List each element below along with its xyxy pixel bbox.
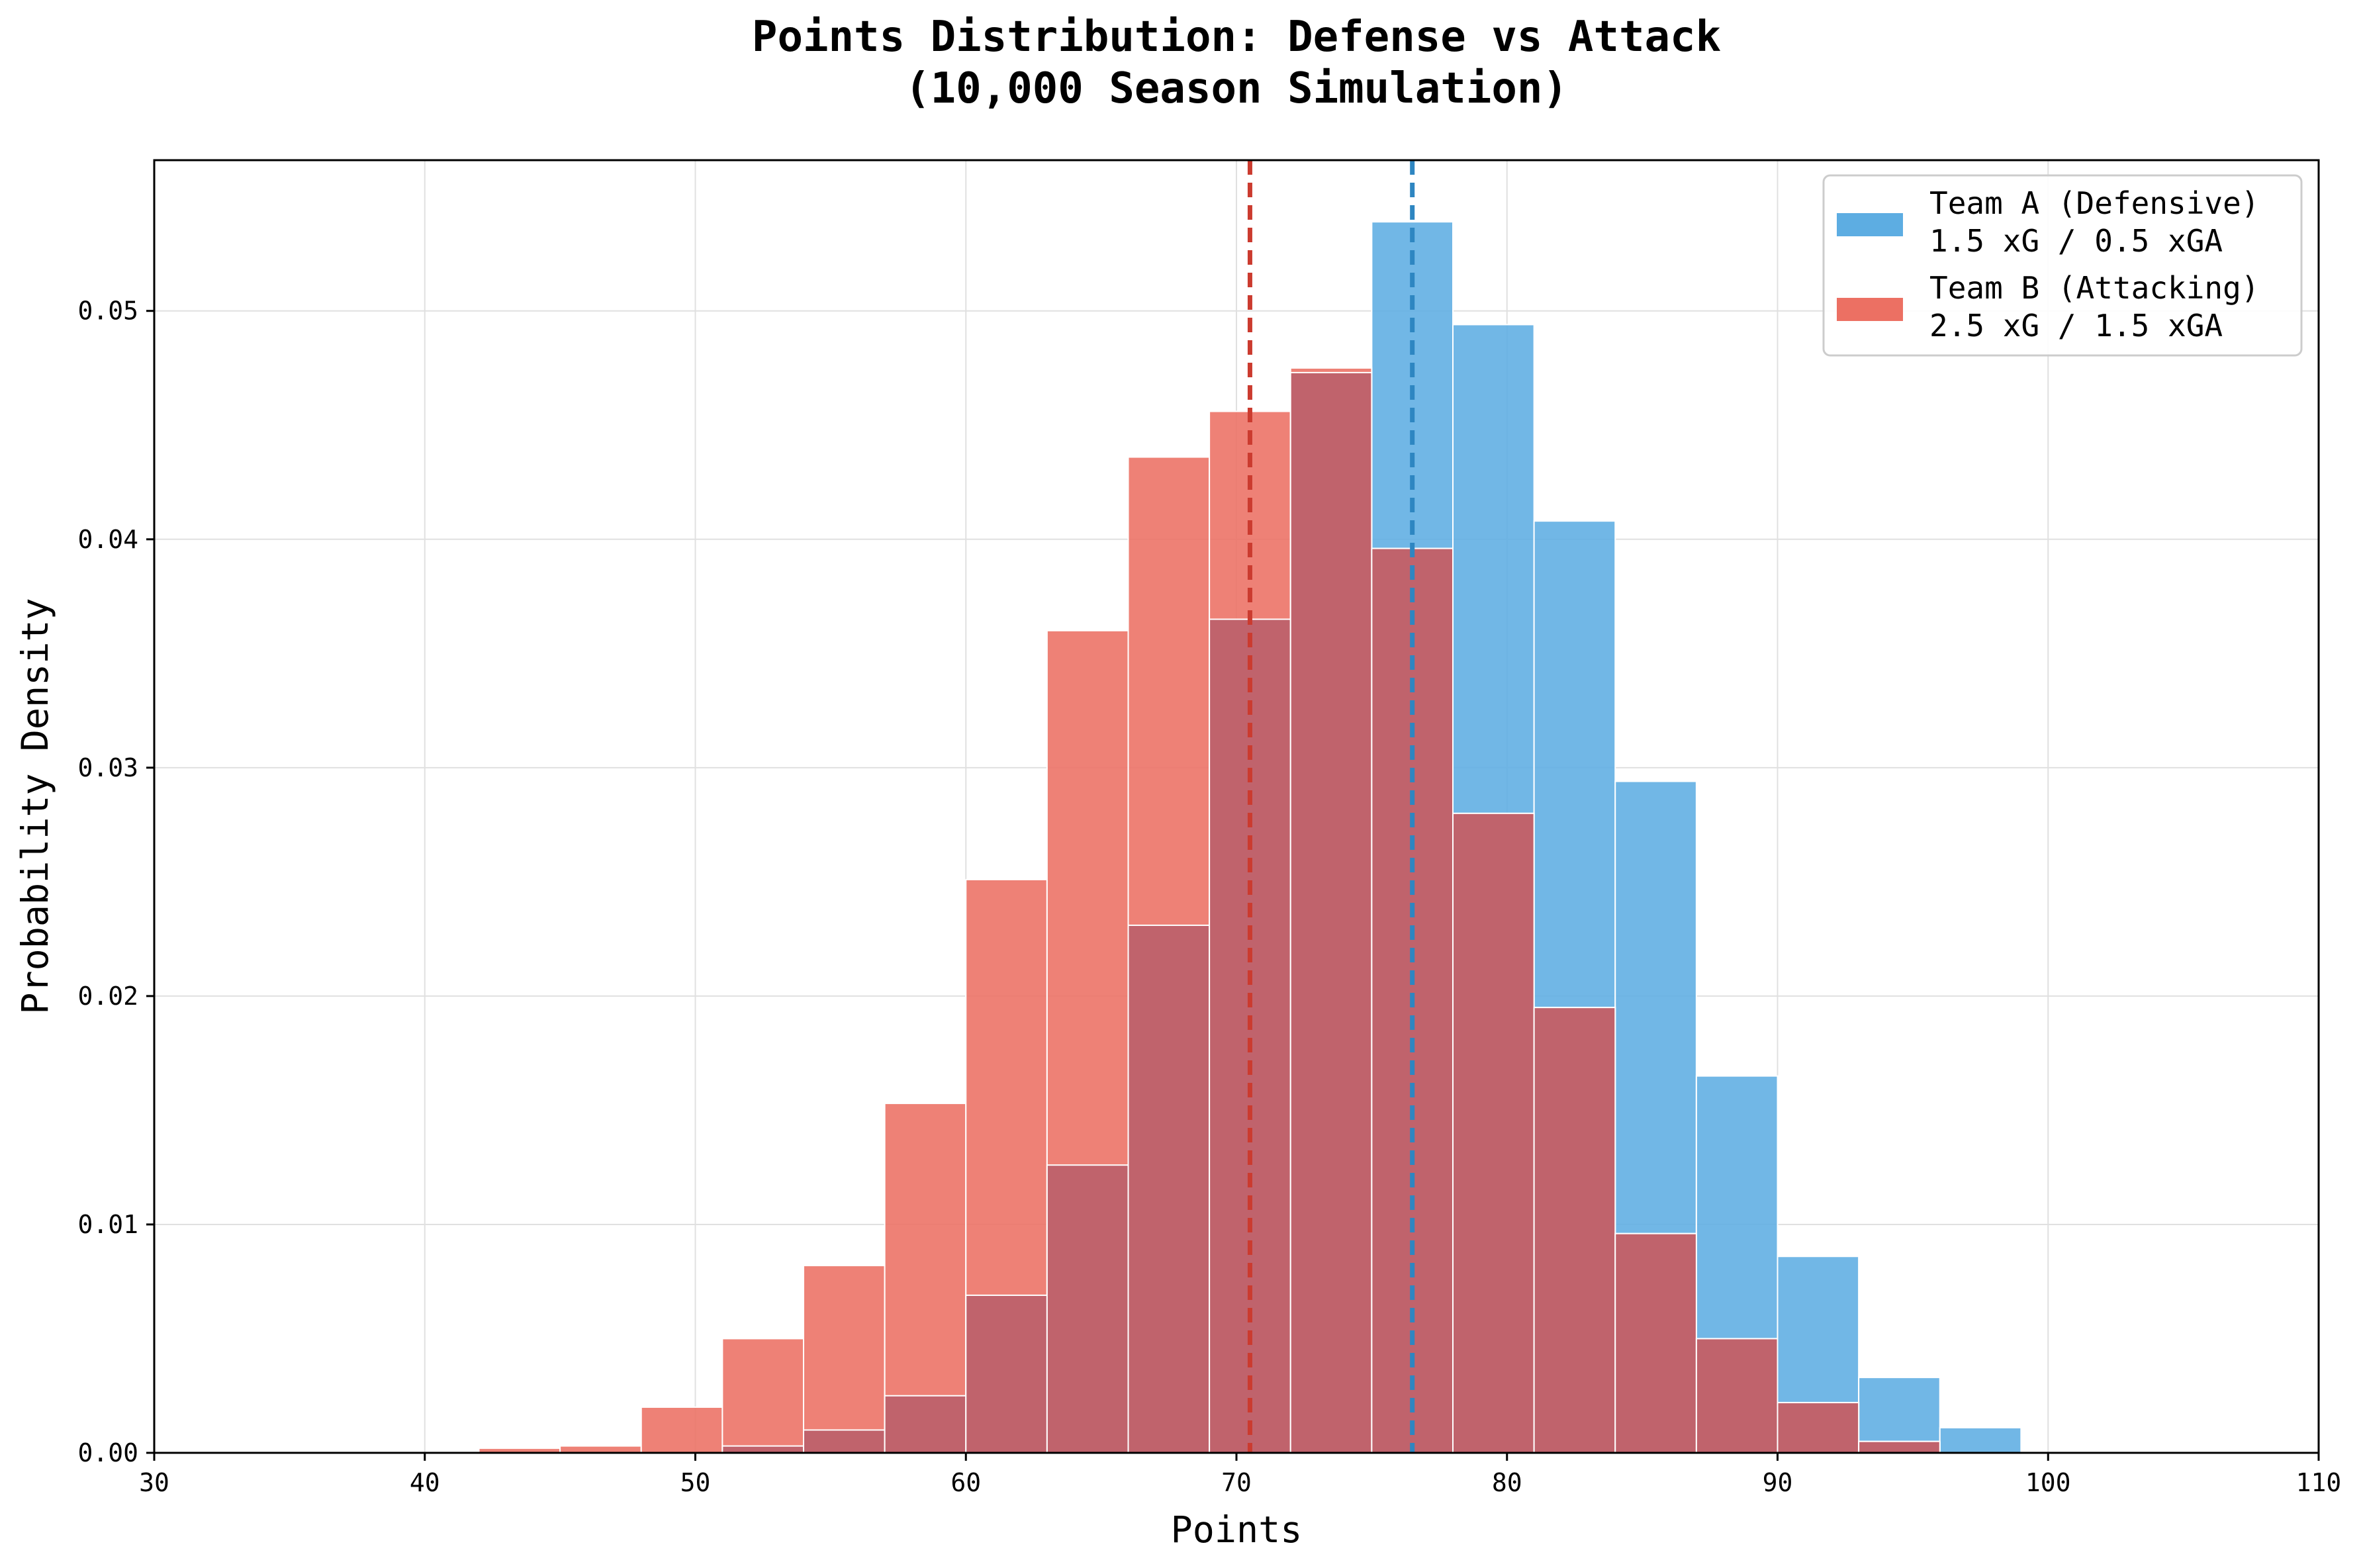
y-tick-label: 0.04 (77, 525, 138, 554)
legend-swatch-team-a (1837, 213, 1903, 236)
bar-overlap-57 (884, 1395, 967, 1454)
legend-detail-team-b: 2.5 xG / 1.5 xGA (1929, 308, 2223, 344)
bar-team-a-93 (1858, 1377, 1941, 1454)
x-tick-label: 70 (1221, 1468, 1252, 1497)
bar-overlap-78 (1452, 812, 1535, 1453)
chart-subtitle: (10,000 Season Simulation) (905, 64, 1568, 113)
bar-overlap-72 (1289, 371, 1373, 1453)
chart-title: Points Distribution: Defense vs Attack (752, 13, 1721, 62)
bar-overlap-87 (1695, 1338, 1779, 1454)
legend-box (1822, 174, 2303, 357)
bar-overlap-69 (1209, 618, 1291, 1453)
legend-swatch-team-b (1837, 298, 1903, 321)
y-tick-label: 0.05 (77, 297, 138, 326)
bar-overlap-63 (1046, 1164, 1129, 1454)
x-tick-label: 110 (2296, 1468, 2342, 1497)
x-tick-label: 100 (2025, 1468, 2071, 1497)
bar-overlap-93 (1858, 1440, 1941, 1453)
x-tick-label: 50 (680, 1468, 711, 1497)
x-tick-label: 90 (1763, 1468, 1793, 1497)
x-tick-label: 80 (1492, 1468, 1522, 1497)
bar-overlap-51 (721, 1445, 804, 1454)
legend: Team A (Defensive) 1.5 xG / 0.5 xGA Team… (1822, 174, 2303, 357)
bar-team-b-51 (721, 1338, 804, 1454)
bar-team-b-54 (803, 1265, 886, 1453)
y-axis-label: Probability Density (14, 598, 56, 1014)
mean-lines (1247, 160, 1415, 1453)
bar-overlap-66 (1127, 924, 1211, 1454)
team-b-bars (478, 367, 1941, 1454)
bar-team-b-48 (640, 1406, 723, 1454)
bar-overlap-90 (1777, 1402, 1860, 1454)
bar-overlap-54 (803, 1429, 886, 1453)
x-tick-label: 60 (950, 1468, 981, 1497)
x-axis-label: Points (1171, 1508, 1303, 1551)
y-tick-label: 0.03 (77, 753, 138, 782)
legend-label-team-b: Team B (Attacking) (1929, 270, 2260, 306)
y-tick-label: 0.01 (77, 1210, 138, 1239)
y-tick-label: 0.02 (77, 982, 138, 1011)
legend-detail-team-a: 1.5 xG / 0.5 xGA (1929, 223, 2223, 259)
bar-overlap-60 (965, 1294, 1048, 1454)
x-tick-label: 30 (139, 1468, 169, 1497)
legend-label-team-a: Team A (Defensive) (1929, 185, 2260, 221)
y-tick-label: 0.00 (77, 1438, 138, 1467)
bar-overlap-81 (1533, 1007, 1616, 1453)
bar-team-b-57 (884, 1103, 967, 1453)
bar-overlap-84 (1614, 1232, 1697, 1454)
bar-team-b-45 (559, 1445, 642, 1454)
axis-ticks: 30 40 50 60 70 80 90 100 110 0.00 0.01 0.02 0.03 0.04… (77, 297, 2341, 1497)
bar-team-a-96 (1939, 1427, 2022, 1454)
x-tick-label: 40 (410, 1468, 440, 1497)
